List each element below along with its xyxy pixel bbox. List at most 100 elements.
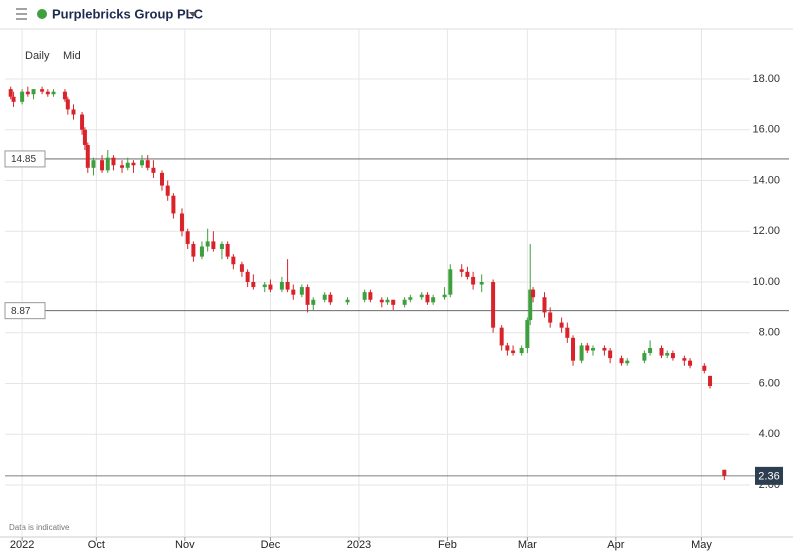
candle-body bbox=[251, 282, 256, 288]
candle-body bbox=[702, 365, 707, 371]
candle-body bbox=[211, 241, 216, 250]
candle-body bbox=[268, 284, 273, 290]
interval-label[interactable]: Daily bbox=[25, 50, 50, 62]
candle-body bbox=[402, 299, 407, 305]
candle-body bbox=[185, 231, 190, 244]
x-tick-label: Nov bbox=[175, 539, 195, 551]
candle-body bbox=[442, 294, 447, 298]
candle-body bbox=[159, 172, 164, 186]
candle-body bbox=[505, 345, 510, 351]
x-tick-label: May bbox=[691, 539, 712, 551]
y-tick-label: 10.00 bbox=[752, 276, 780, 288]
candle-body bbox=[559, 322, 564, 328]
candle-body bbox=[608, 350, 613, 359]
price-line-box bbox=[4, 150, 46, 168]
grid-layer bbox=[5, 28, 789, 541]
candle-body bbox=[171, 195, 176, 214]
candle-body bbox=[311, 299, 316, 305]
candle-body bbox=[239, 264, 244, 272]
candle-body bbox=[199, 246, 204, 257]
candle-body bbox=[305, 287, 310, 305]
candle-body bbox=[499, 327, 504, 346]
candle-body bbox=[191, 243, 196, 257]
candle-body bbox=[111, 157, 116, 166]
candle-body bbox=[145, 160, 150, 168]
candle-body bbox=[125, 162, 130, 168]
candle-body bbox=[579, 345, 584, 361]
last-price-label: 2.36 bbox=[758, 470, 779, 482]
candle-body bbox=[491, 282, 496, 328]
x-tick-label: 2022 bbox=[10, 539, 34, 551]
last-price-box bbox=[755, 466, 783, 485]
candle-body bbox=[219, 243, 224, 250]
candle-body bbox=[285, 282, 290, 290]
candle-body bbox=[459, 269, 464, 272]
price-line-label: 8.87 bbox=[11, 306, 31, 317]
price-line-label: 14.85 bbox=[11, 154, 36, 165]
candle-body bbox=[379, 299, 384, 303]
candle-body bbox=[602, 347, 607, 351]
candles-layer bbox=[8, 86, 727, 480]
candle-body bbox=[205, 241, 210, 247]
candle-body bbox=[131, 162, 136, 166]
candle-body bbox=[299, 287, 304, 295]
candle-body bbox=[31, 89, 36, 95]
labels-layer: 2.004.006.008.0010.0012.0014.0016.0018.0… bbox=[4, 73, 783, 551]
candle-body bbox=[670, 353, 675, 359]
candle-body bbox=[45, 91, 50, 95]
candle-body bbox=[525, 320, 530, 348]
x-tick-label: Mar bbox=[518, 539, 537, 551]
candle-body bbox=[362, 292, 367, 300]
candle-body bbox=[368, 292, 373, 300]
candle-body bbox=[65, 99, 70, 110]
menu-icon[interactable] bbox=[16, 8, 27, 20]
candle-body bbox=[20, 91, 25, 102]
candle-body bbox=[722, 469, 727, 476]
candle-body bbox=[408, 297, 413, 300]
price-line-box bbox=[4, 302, 46, 320]
candle-body bbox=[682, 358, 687, 361]
candle-body bbox=[279, 282, 284, 290]
x-tick-label: Dec bbox=[261, 539, 281, 551]
candle-body bbox=[245, 271, 250, 282]
footer-note: Data is indicative bbox=[9, 523, 70, 532]
candle-body bbox=[105, 157, 110, 171]
y-tick-label: 18.00 bbox=[752, 73, 780, 85]
candle-body bbox=[80, 114, 85, 130]
candle-body bbox=[8, 89, 13, 97]
candle-body bbox=[345, 299, 350, 303]
y-tick-label: 4.00 bbox=[759, 428, 780, 440]
candle-body bbox=[542, 297, 547, 313]
candle-body bbox=[62, 91, 67, 100]
candle-body bbox=[25, 91, 30, 95]
candle-body bbox=[291, 289, 296, 295]
x-tick-label: Oct bbox=[88, 539, 105, 551]
candle-body bbox=[40, 89, 45, 92]
candle-body bbox=[519, 347, 524, 354]
candle-body bbox=[511, 350, 516, 354]
candle-body bbox=[85, 144, 90, 168]
instrument-title[interactable]: Purplebricks Group PLC bbox=[52, 6, 204, 21]
dropdown-arrow[interactable] bbox=[189, 12, 197, 17]
candle-body bbox=[391, 299, 396, 305]
candle-body bbox=[431, 297, 436, 303]
candle-body bbox=[179, 213, 184, 232]
candle-body bbox=[100, 160, 105, 171]
candle-body bbox=[322, 294, 327, 300]
candle-body bbox=[619, 358, 624, 364]
y-tick-label: 8.00 bbox=[759, 327, 780, 339]
candle-body bbox=[231, 256, 236, 265]
candle-body bbox=[665, 353, 670, 356]
y-tick-label: 12.00 bbox=[752, 225, 780, 237]
candle-body bbox=[528, 289, 533, 321]
x-tick-label: 2023 bbox=[347, 539, 371, 551]
candle-body bbox=[565, 327, 570, 338]
candle-body bbox=[328, 294, 333, 303]
candle-body bbox=[262, 284, 267, 288]
price-type-label[interactable]: Mid bbox=[63, 50, 81, 62]
x-tick-label: Apr bbox=[607, 539, 624, 551]
candle-body bbox=[11, 96, 16, 102]
candle-body bbox=[548, 312, 553, 323]
